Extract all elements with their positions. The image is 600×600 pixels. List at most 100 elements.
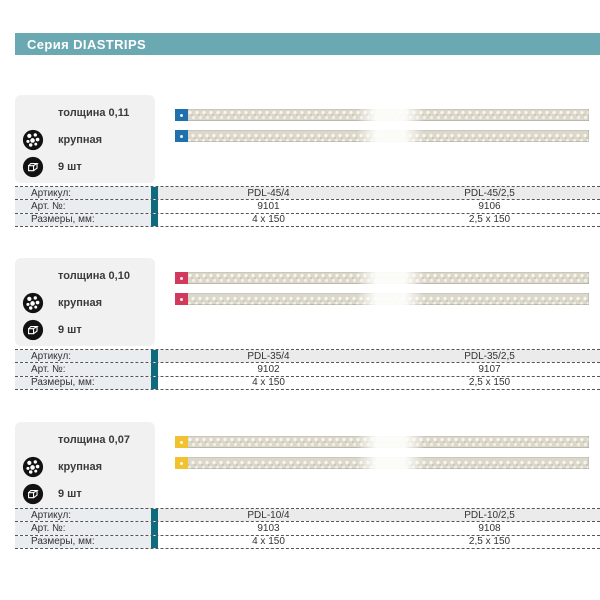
table-row: Артикул: PDL-45/4 PDL-45/2,5 bbox=[15, 186, 600, 200]
size-col1: 4 x 150 bbox=[252, 377, 285, 389]
spec-table: Артикул: PDL-45/4 PDL-45/2,5 Арт. №: 910… bbox=[15, 186, 600, 228]
diastrip-narrow bbox=[175, 457, 589, 469]
abrasive-grain-disc-icon bbox=[22, 129, 44, 151]
table-row: Арт. №: 9103 9108 bbox=[15, 521, 600, 535]
strip-hole bbox=[180, 134, 183, 138]
spec-table: Артикул: PDL-35/4 PDL-35/2,5 Арт. №: 910… bbox=[15, 349, 600, 391]
package-box-icon bbox=[22, 319, 44, 341]
article-col1: PDL-10/4 bbox=[158, 509, 379, 522]
accent-separator bbox=[151, 200, 158, 213]
icon-spacer bbox=[22, 429, 44, 451]
strip-hole bbox=[180, 113, 183, 117]
accent-separator bbox=[151, 376, 158, 390]
article-col1: PDL-45/4 bbox=[158, 187, 379, 200]
accent-separator bbox=[151, 350, 158, 363]
icon-spacer bbox=[22, 265, 44, 287]
accent-separator bbox=[151, 363, 158, 376]
strip-abrasive-body bbox=[188, 293, 589, 305]
accent-separator bbox=[151, 509, 158, 522]
strip-color-end bbox=[175, 457, 188, 469]
product-info-box: толщина 0,10 крупная 9 шт bbox=[15, 258, 155, 346]
size-col2: 2,5 x 150 bbox=[468, 536, 511, 548]
article-col2: PDL-45/2,5 bbox=[379, 187, 600, 200]
strip-hole bbox=[180, 440, 183, 444]
grain-row: крупная bbox=[15, 289, 155, 316]
artno-col1: 9102 bbox=[257, 364, 280, 376]
size-col2: 2,5 x 150 bbox=[468, 214, 511, 226]
package-box-icon bbox=[22, 156, 44, 178]
quantity-row: 9 шт bbox=[15, 316, 155, 343]
accent-separator bbox=[151, 535, 158, 549]
grain-row: крупная bbox=[15, 453, 155, 480]
article-col1: PDL-35/4 bbox=[158, 350, 379, 363]
diastrip-wide bbox=[175, 272, 589, 284]
accent-separator bbox=[151, 213, 158, 227]
artno-col1: 9103 bbox=[257, 523, 280, 535]
table-row: Арт. №: 9101 9106 bbox=[15, 199, 600, 213]
strip-hole bbox=[180, 461, 183, 465]
size-col1: 4 x 150 bbox=[252, 536, 285, 548]
table-row: Арт. №: 9102 9107 bbox=[15, 362, 600, 376]
spec-table: Артикул: PDL-10/4 PDL-10/2,5 Арт. №: 910… bbox=[15, 508, 600, 550]
row-label: Размеры, мм: bbox=[15, 376, 151, 390]
diastrip-wide bbox=[175, 436, 589, 448]
strip-hole bbox=[180, 276, 183, 280]
strip-abrasive-body bbox=[188, 272, 589, 284]
diastrip-narrow bbox=[175, 293, 589, 305]
artno-col2: 9107 bbox=[478, 364, 501, 376]
strip-hole bbox=[180, 297, 183, 301]
row-label: Размеры, мм: bbox=[15, 213, 151, 227]
size-col2: 2,5 x 150 bbox=[468, 377, 511, 389]
product-info-box: толщина 0,11 крупная 9 шт bbox=[15, 95, 155, 183]
accent-separator bbox=[151, 187, 158, 200]
thickness-row: толщина 0,07 bbox=[15, 426, 155, 453]
row-label: Арт. №: bbox=[15, 522, 151, 535]
grain-row: крупная bbox=[15, 126, 155, 153]
series-title: Серия DIASTRIPS bbox=[27, 36, 147, 52]
size-col1: 4 x 150 bbox=[252, 214, 285, 226]
quantity-label: 9 шт bbox=[58, 487, 82, 500]
row-label: Артикул: bbox=[15, 187, 151, 200]
grain-label: крупная bbox=[58, 296, 103, 309]
table-row: Размеры, мм: 4 x 150 2,5 x 150 bbox=[15, 212, 600, 227]
quantity-label: 9 шт bbox=[58, 323, 82, 336]
package-box-icon bbox=[22, 483, 44, 505]
row-label: Артикул: bbox=[15, 509, 151, 522]
quantity-label: 9 шт bbox=[58, 160, 82, 173]
abrasive-grain-disc-icon bbox=[22, 456, 44, 478]
table-row: Артикул: PDL-10/4 PDL-10/2,5 bbox=[15, 508, 600, 522]
grain-label: крупная bbox=[58, 460, 103, 473]
strip-color-end bbox=[175, 272, 188, 284]
row-label: Арт. №: bbox=[15, 363, 151, 376]
row-label: Арт. №: bbox=[15, 200, 151, 213]
strip-abrasive-body bbox=[188, 109, 589, 121]
abrasive-grain-disc-icon bbox=[22, 292, 44, 314]
icon-spacer bbox=[22, 102, 44, 124]
table-row: Размеры, мм: 4 x 150 2,5 x 150 bbox=[15, 534, 600, 549]
strip-color-end bbox=[175, 436, 188, 448]
strip-color-end bbox=[175, 293, 188, 305]
thickness-row: толщина 0,10 bbox=[15, 262, 155, 289]
diastrip-wide bbox=[175, 109, 589, 121]
strip-abrasive-body bbox=[188, 436, 589, 448]
artno-col2: 9108 bbox=[478, 523, 501, 535]
quantity-row: 9 шт bbox=[15, 153, 155, 180]
strip-abrasive-body bbox=[188, 130, 589, 142]
table-row: Размеры, мм: 4 x 150 2,5 x 150 bbox=[15, 375, 600, 390]
grain-label: крупная bbox=[58, 133, 103, 146]
thickness-label: толщина 0,11 bbox=[58, 106, 130, 119]
row-label: Размеры, мм: bbox=[15, 535, 151, 549]
strip-color-end bbox=[175, 130, 188, 142]
artno-col1: 9101 bbox=[257, 201, 280, 213]
product-info-box: толщина 0,07 крупная 9 шт bbox=[15, 422, 155, 510]
row-label: Артикул: bbox=[15, 350, 151, 363]
diastrip-narrow bbox=[175, 130, 589, 142]
thickness-row: толщина 0,11 bbox=[15, 99, 155, 126]
article-col2: PDL-10/2,5 bbox=[379, 509, 600, 522]
strip-abrasive-body bbox=[188, 457, 589, 469]
artno-col2: 9106 bbox=[478, 201, 501, 213]
article-col2: PDL-35/2,5 bbox=[379, 350, 600, 363]
table-row: Артикул: PDL-35/4 PDL-35/2,5 bbox=[15, 349, 600, 363]
accent-separator bbox=[151, 522, 158, 535]
